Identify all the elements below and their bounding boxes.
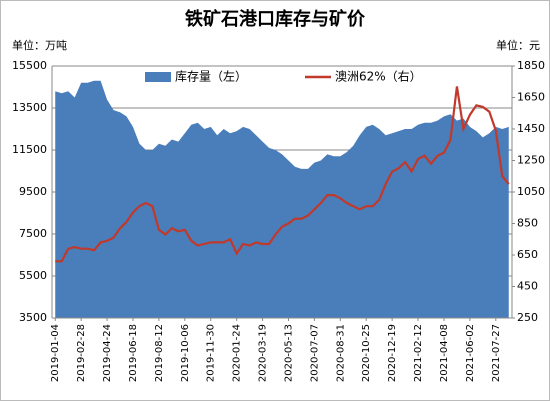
y-tick-label: 5500 — [19, 269, 47, 282]
chart-title: 铁矿石港口库存与矿价 — [185, 8, 366, 30]
y2-tick-label: 850 — [517, 217, 538, 230]
x-tick-label: 2021-04-08 — [439, 324, 450, 382]
y2-tick-label: 650 — [517, 248, 538, 261]
y2-tick-label: 1450 — [517, 122, 545, 135]
y2-tick-label: 1250 — [517, 154, 545, 167]
x-tick-label: 2019-10-06 — [180, 324, 191, 382]
y2-tick-label: 1850 — [517, 59, 545, 72]
x-tick-label: 2020-12-19 — [387, 324, 398, 382]
x-tick-label: 2021-07-27 — [491, 324, 502, 382]
x-tick-label: 2021-06-02 — [465, 324, 476, 382]
x-tick-label: 2020-07-07 — [309, 324, 320, 382]
x-tick-label: 2020-10-25 — [361, 324, 372, 382]
x-tick-label: 2020-05-13 — [283, 324, 294, 382]
y-tick-label: 7500 — [19, 227, 47, 240]
x-tick-label: 2019-08-12 — [154, 324, 165, 382]
x-tick-label: 2019-04-24 — [102, 324, 113, 382]
x-tick-label: 2020-03-19 — [258, 324, 269, 382]
x-tick-label: 2021-02-12 — [413, 324, 424, 382]
x-tick-label: 2020-01-24 — [232, 324, 243, 382]
y2-unit: 单位：元 — [496, 38, 540, 52]
legend-label: 澳洲62%（右） — [335, 69, 422, 84]
legend-swatch — [145, 72, 171, 82]
x-tick-label: 2020-08-31 — [335, 324, 346, 382]
y-tick-label: 11500 — [12, 143, 47, 156]
y2-tick-label: 1650 — [517, 91, 545, 104]
y-tick-label: 3500 — [19, 311, 47, 324]
y2-tick-label: 1050 — [517, 185, 545, 198]
y-tick-label: 13500 — [12, 101, 47, 114]
x-tick-label: 2019-11-30 — [206, 324, 217, 382]
y2-tick-label: 450 — [517, 280, 538, 293]
x-tick-label: 2019-06-18 — [128, 324, 139, 382]
y-tick-label: 9500 — [19, 185, 47, 198]
legend-label: 库存量（左） — [175, 69, 247, 84]
line — [55, 86, 510, 263]
area — [55, 80, 509, 318]
y-tick-label: 15500 — [12, 59, 47, 72]
y-unit: 单位：万吨 — [12, 38, 67, 52]
x-tick-label: 2019-02-28 — [76, 324, 87, 382]
y2-tick-label: 250 — [517, 311, 538, 324]
x-tick-label: 2019-01-04 — [50, 324, 61, 382]
